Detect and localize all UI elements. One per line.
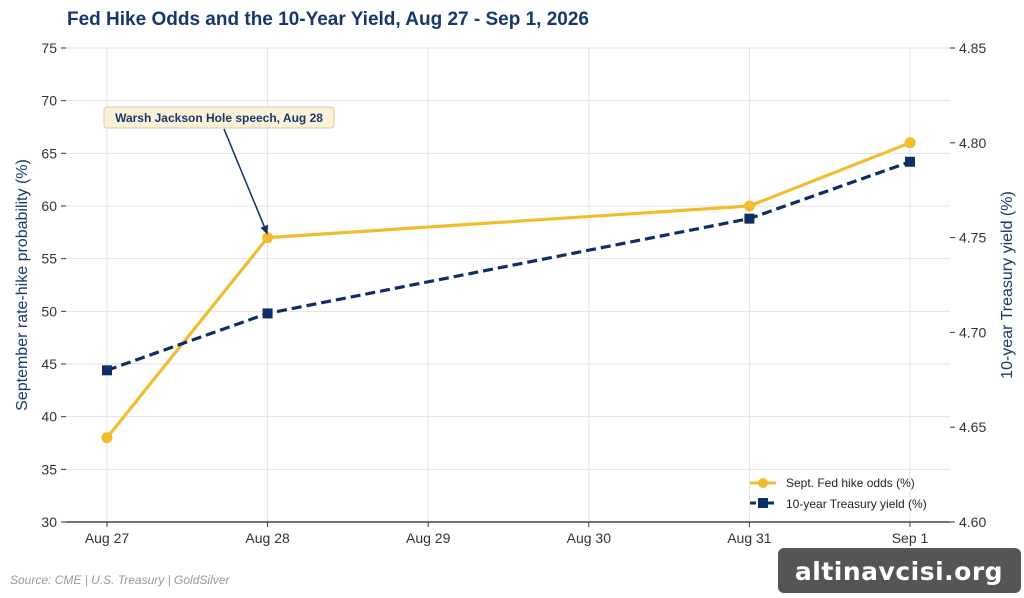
- right-tick-label: 4.75: [959, 230, 986, 246]
- right-axis-label: 10-year Treasury yield (%): [999, 191, 1016, 379]
- series: [101, 137, 916, 444]
- left-tick-label: 75: [41, 40, 57, 56]
- data-point: [262, 308, 273, 319]
- legend-item-treasury-yield: 10-year Treasury yield (%): [750, 497, 927, 511]
- legend: Sept. Fed hike odds (%) 10-year Treasury…: [750, 476, 927, 511]
- right-tick-label: 4.70: [959, 324, 986, 340]
- annotation-text: Warsh Jackson Hole speech, Aug 28: [115, 111, 323, 125]
- left-tick-label: 30: [41, 514, 57, 530]
- x-tick-label: Aug 28: [245, 530, 290, 546]
- right-tick-label: 4.85: [959, 40, 986, 56]
- left-tick-label: 60: [41, 198, 57, 214]
- x-tick-label: Aug 31: [727, 530, 772, 546]
- left-tick-label: 35: [41, 461, 57, 477]
- x-tick-label: Sep 1: [892, 530, 929, 546]
- legend-swatch-marker: [758, 498, 768, 508]
- legend-item-hike-odds: Sept. Fed hike odds (%): [750, 476, 915, 490]
- source-note: Source: CME | U.S. Treasury | GoldSilver: [10, 573, 230, 587]
- data-point: [743, 200, 755, 212]
- annotation-arrowhead: [260, 224, 268, 235]
- left-tick-label: 55: [41, 251, 57, 267]
- data-point: [905, 156, 915, 167]
- left-tick-label: 70: [41, 93, 57, 109]
- left-tick-label: 50: [41, 303, 57, 319]
- right-axis-ticks: 4.60 4.65 4.70 4.75 4.80 4.85: [950, 40, 986, 530]
- data-point: [262, 232, 274, 244]
- data-point: [904, 137, 916, 149]
- watermark-text: altinavcisi.org: [795, 557, 1003, 586]
- left-tick-label: 45: [41, 356, 57, 372]
- right-tick-label: 4.60: [959, 514, 986, 530]
- annotation-arrow: [223, 128, 265, 227]
- chart-title: Fed Hike Odds and the 10-Year Yield, Aug…: [67, 9, 589, 30]
- annotation: Warsh Jackson Hole speech, Aug 28: [103, 106, 335, 235]
- right-tick-label: 4.65: [959, 419, 986, 435]
- series-line-treasury-yield: [106, 160, 911, 372]
- right-tick-label: 4.80: [959, 135, 986, 151]
- left-tick-label: 40: [41, 409, 57, 425]
- x-axis-ticks: Aug 27 Aug 28 Aug 29 Aug 30 Aug 31 Sep 1: [85, 522, 929, 546]
- data-point: [102, 365, 112, 376]
- watermark-bg: [778, 548, 1021, 593]
- x-tick-label: Aug 30: [567, 530, 612, 546]
- left-axis-ticks: 30 35 40 45 50 55 60 65 70 75: [41, 40, 66, 530]
- legend-label: Sept. Fed hike odds (%): [786, 476, 915, 490]
- left-tick-label: 65: [41, 145, 57, 161]
- x-tick-label: Aug 27: [85, 530, 130, 546]
- annotation-box: [103, 106, 335, 129]
- data-point: [101, 432, 113, 444]
- legend-swatch-marker: [758, 478, 768, 488]
- series-line-hike-odds: [105, 141, 911, 439]
- x-tick-label: Aug 29: [406, 530, 451, 546]
- data-point: [744, 213, 755, 224]
- watermark: altinavcisi.org: [778, 548, 1021, 593]
- left-axis-label: September rate-hike probability (%): [14, 159, 31, 411]
- legend-label: 10-year Treasury yield (%): [786, 497, 927, 511]
